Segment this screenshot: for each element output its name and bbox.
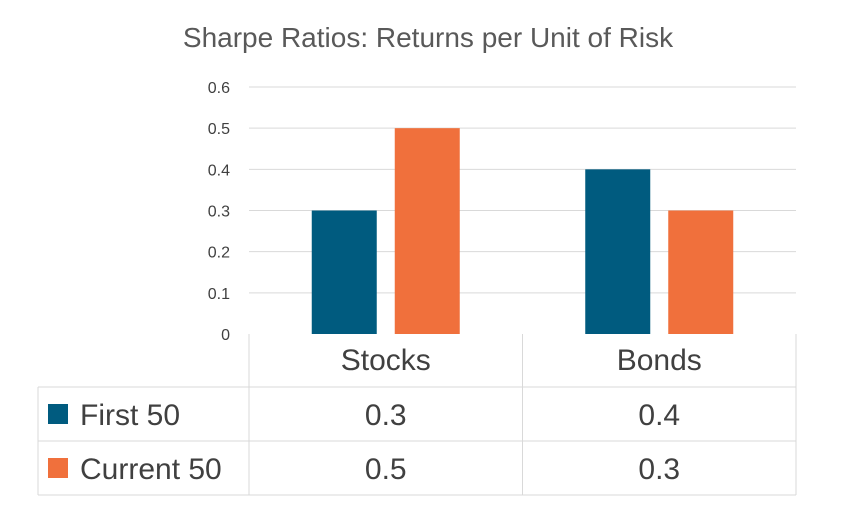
chart-title: Sharpe Ratios: Returns per Unit of Risk [183,22,674,53]
y-axis-ticks: 0 0.1 0.2 0.3 0.4 0.5 0.6 [208,80,230,344]
bar-stocks-first-50 [311,210,377,334]
bar-bonds-first-50 [585,169,651,334]
category-label: Bonds [617,344,702,377]
legend-swatch [48,458,68,478]
table-value: 0.5 [365,453,407,486]
data-table: Stocks Bonds First 50 0.3 0.4 Current 50 0.5 0.… [37,334,797,496]
y-tick-label: 0.2 [208,245,230,262]
y-tick-label: 0.3 [208,204,230,221]
bar-stocks-current-50 [394,128,460,334]
bars [311,128,734,334]
table-value: 0.4 [638,399,680,432]
table-value: 0.3 [365,399,407,432]
y-tick-label: 0.1 [208,286,230,303]
y-tick-label: 0 [221,327,230,344]
y-tick-label: 0.4 [208,162,230,179]
legend-swatch [48,404,68,424]
category-label: Stocks [341,344,431,377]
y-tick-label: 0.5 [208,121,230,138]
y-tick-label: 0.6 [208,80,230,97]
legend-label: First 50 [80,399,180,432]
legend-label: Current 50 [80,453,222,486]
table-value: 0.3 [638,453,680,486]
bar-bonds-current-50 [668,210,734,334]
